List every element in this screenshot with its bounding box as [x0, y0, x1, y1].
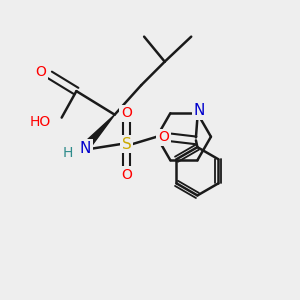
Text: N: N	[80, 141, 91, 156]
Text: H: H	[62, 146, 73, 160]
Text: N: N	[193, 103, 205, 118]
Text: O: O	[158, 130, 169, 144]
Polygon shape	[85, 115, 115, 147]
Text: S: S	[122, 136, 131, 152]
Text: O: O	[36, 65, 46, 79]
Text: O: O	[121, 168, 132, 182]
Text: O: O	[121, 106, 132, 120]
Text: HO: HO	[30, 115, 51, 129]
